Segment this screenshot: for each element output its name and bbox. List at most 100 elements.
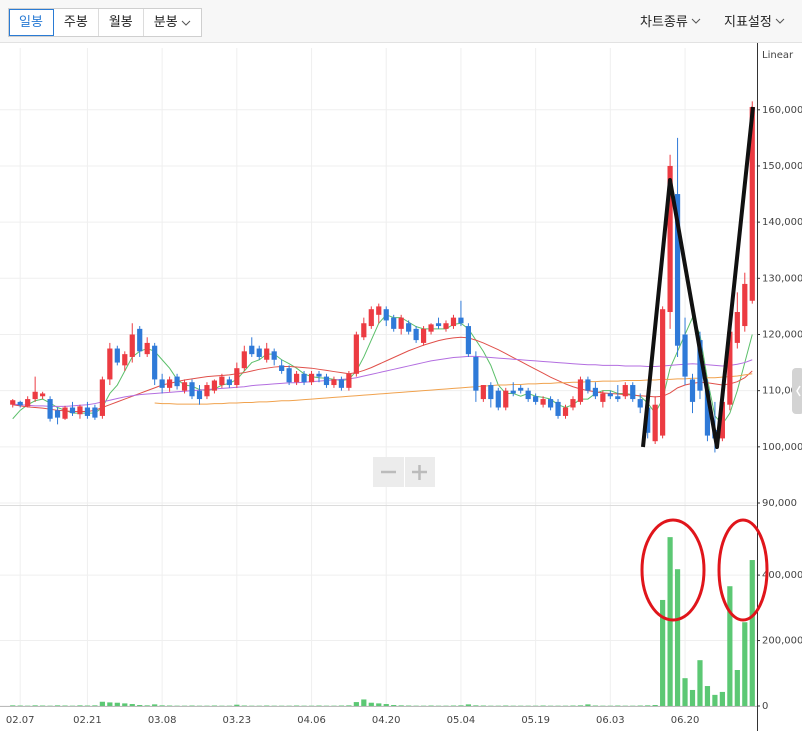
candle-body bbox=[682, 334, 688, 377]
x-tick-label: 02.07 bbox=[6, 715, 35, 726]
tab-monthly[interactable]: 월봉 bbox=[99, 9, 144, 36]
candle-body bbox=[40, 393, 46, 397]
candle-body bbox=[331, 379, 337, 386]
zoom-control bbox=[373, 457, 435, 487]
y-tick-label: 160,000 bbox=[762, 105, 802, 116]
candle-body bbox=[256, 348, 262, 357]
candle-body bbox=[518, 387, 524, 391]
candle-body bbox=[719, 401, 725, 439]
indicator-button[interactable]: 지표설정 bbox=[724, 11, 785, 30]
volume-bar bbox=[368, 702, 374, 706]
candle-body bbox=[234, 368, 240, 386]
candle-body bbox=[84, 407, 91, 416]
y-tick-label: 130,000 bbox=[762, 273, 802, 284]
candle-body bbox=[361, 323, 367, 338]
candle-body bbox=[286, 368, 292, 383]
candle-body bbox=[129, 334, 135, 357]
candle-body bbox=[353, 334, 359, 374]
candle-body bbox=[249, 345, 255, 355]
y-tick-label: 120,000 bbox=[762, 329, 802, 340]
candle-body bbox=[114, 348, 120, 363]
candle-body bbox=[211, 380, 218, 391]
volume-bar bbox=[107, 702, 113, 706]
candle-body bbox=[376, 306, 382, 315]
volume-bar bbox=[137, 705, 143, 706]
candle-body bbox=[316, 373, 322, 377]
chevron bbox=[181, 20, 191, 26]
candle-body bbox=[144, 342, 150, 355]
x-tick-label: 06.03 bbox=[596, 715, 625, 726]
volume-bar bbox=[391, 705, 397, 706]
volume-bar bbox=[473, 705, 479, 706]
candle-body bbox=[308, 373, 315, 383]
x-tick-label: 04.06 bbox=[297, 715, 326, 726]
volume-bar bbox=[704, 686, 711, 706]
candle-body bbox=[219, 376, 225, 386]
candle-body bbox=[674, 194, 681, 346]
volume-bar bbox=[645, 705, 651, 706]
candle-body bbox=[488, 385, 494, 400]
candle-body bbox=[734, 312, 740, 343]
chart-type-button[interactable]: 차트종류 bbox=[640, 11, 701, 30]
side-handle[interactable] bbox=[792, 368, 802, 414]
candle-body bbox=[413, 328, 419, 341]
candle-body bbox=[510, 390, 516, 394]
candle-body bbox=[652, 404, 658, 442]
y-tick-label: 140,000 bbox=[762, 217, 802, 228]
candle-body bbox=[630, 385, 636, 400]
volume-bar bbox=[398, 705, 404, 706]
volume-bar bbox=[577, 705, 584, 706]
volume-bar bbox=[361, 699, 367, 706]
y-tick-label: 90,000 bbox=[762, 498, 797, 509]
tab-weekly[interactable]: 주봉 bbox=[54, 9, 99, 36]
candle-body bbox=[137, 328, 143, 352]
candle-body bbox=[450, 317, 457, 327]
indicator-label: 지표설정 bbox=[724, 15, 772, 30]
volume-bar bbox=[122, 703, 128, 706]
volume-bar bbox=[152, 704, 158, 706]
candle-body bbox=[62, 407, 68, 419]
candle-body bbox=[174, 376, 180, 387]
candle-body bbox=[533, 396, 539, 402]
candle-body bbox=[398, 317, 404, 329]
x-tick-label: 05.04 bbox=[447, 715, 476, 726]
candle-body bbox=[301, 373, 307, 383]
volume-bar bbox=[77, 705, 83, 706]
candle-body bbox=[458, 317, 464, 324]
tab-minute[interactable]: 분봉 bbox=[144, 9, 201, 36]
volume-bar bbox=[54, 705, 61, 706]
volume-bar bbox=[697, 660, 703, 706]
candle-body bbox=[420, 328, 427, 343]
candle-body bbox=[10, 400, 16, 405]
candle-body bbox=[607, 393, 613, 397]
candle-body bbox=[204, 385, 210, 397]
volume-bar bbox=[144, 705, 150, 706]
x-tick-label: 06.20 bbox=[671, 715, 700, 726]
candle-body bbox=[540, 399, 546, 405]
candle-body bbox=[264, 348, 270, 360]
candle-body bbox=[122, 354, 128, 366]
candle-body bbox=[615, 396, 621, 400]
candle-body bbox=[279, 365, 285, 371]
drawn-m-line bbox=[641, 106, 755, 449]
candle-body bbox=[241, 351, 247, 369]
candle-body bbox=[69, 407, 76, 414]
candle-body bbox=[346, 373, 352, 388]
candle-body bbox=[547, 399, 554, 408]
candle-body bbox=[622, 385, 628, 397]
volume-bar bbox=[727, 586, 733, 706]
candle-body bbox=[749, 106, 755, 301]
x-tick-label: 03.23 bbox=[223, 715, 252, 726]
x-tick-label: 02.21 bbox=[73, 715, 102, 726]
candle-body bbox=[406, 323, 412, 332]
candle-body bbox=[577, 379, 584, 402]
tab-daily[interactable]: 일봉 bbox=[9, 9, 54, 36]
candle-body bbox=[159, 379, 165, 388]
candle-body bbox=[368, 309, 374, 327]
x-tick-label: 05.19 bbox=[521, 715, 550, 726]
candle-body bbox=[189, 382, 195, 397]
candle-body bbox=[271, 351, 277, 360]
volume-bar bbox=[660, 599, 666, 706]
candle-body bbox=[17, 401, 23, 406]
